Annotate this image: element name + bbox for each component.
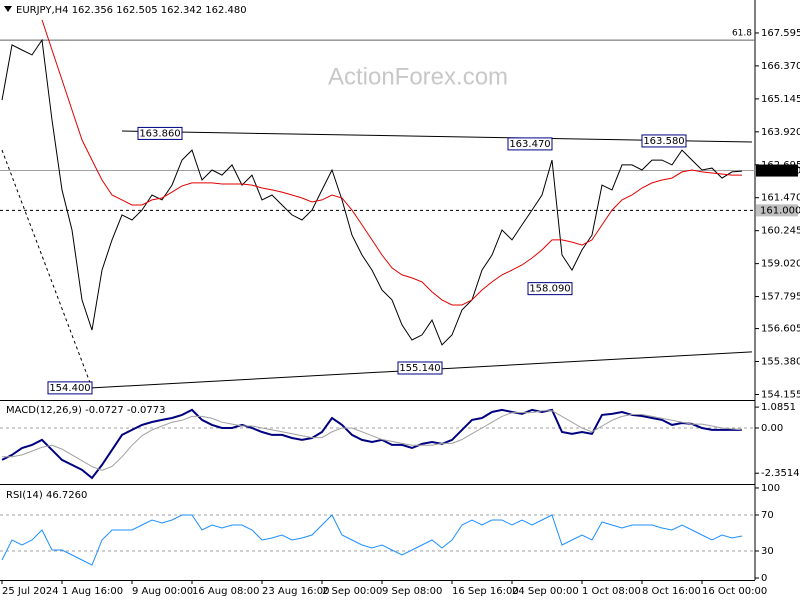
chart-title: EURJPY,H4 162.356 162.505 162.342 162.48… xyxy=(16,5,247,16)
y-tick-label: 157.795 xyxy=(761,292,800,303)
x-tick-label: 25 Jul 2024 xyxy=(2,586,59,597)
level-tag xyxy=(756,164,798,177)
y-tick-label: 70 xyxy=(761,510,774,521)
x-tick-label: 1 Aug 16:00 xyxy=(62,586,123,597)
series-line xyxy=(1,514,743,566)
series-line xyxy=(1,38,743,346)
y-tick-label: 100 xyxy=(761,483,780,494)
menu-icon[interactable] xyxy=(4,6,12,12)
x-tick-label: 16 Aug 08:00 xyxy=(192,586,259,597)
fib-label: 61.8 xyxy=(732,29,752,39)
x-tick-label: 23 Aug 16:00 xyxy=(262,586,329,597)
annotation-label: 154.400 xyxy=(49,383,90,394)
annotation-label: 163.580 xyxy=(643,136,684,147)
y-tick-label: 159.020 xyxy=(761,259,800,270)
watermark: ActionForex.com xyxy=(328,63,508,90)
x-tick-label: 16 Sep 16:00 xyxy=(452,586,519,597)
annotation-box xyxy=(397,361,443,375)
y-tick-label: 160.245 xyxy=(761,226,800,237)
y-tick-label: 1.0851 xyxy=(761,402,796,413)
y-tick-label: 0.00 xyxy=(761,423,783,434)
x-tick-label: 16 Oct 00:00 xyxy=(702,586,767,597)
annotation-label: 155.140 xyxy=(399,363,440,374)
annotation-box xyxy=(641,134,687,148)
annotation-label: 163.860 xyxy=(139,128,180,139)
annotation-label: 163.470 xyxy=(509,139,550,150)
trend-line xyxy=(1,149,93,389)
x-tick-label: 2 Sep 00:00 xyxy=(322,586,382,597)
level-label: 162.480 xyxy=(760,166,800,177)
y-tick-label: 154.155 xyxy=(761,389,800,400)
y-tick-label: -2.3514 xyxy=(761,468,800,479)
macd-title: MACD(12,26,9) -0.0727 -0.0773 xyxy=(6,405,166,416)
rsi-title: RSI(14) 46.7260 xyxy=(6,490,87,501)
series-line xyxy=(1,408,742,480)
x-tick-label: 8 Oct 16:00 xyxy=(642,586,701,597)
series-line xyxy=(2,410,743,471)
annotation-label: 158.090 xyxy=(529,284,570,295)
y-tick-label: 155.380 xyxy=(761,357,800,368)
series-line xyxy=(41,19,742,306)
level-tag xyxy=(756,204,798,217)
y-tick-label: 163.920 xyxy=(761,127,800,138)
x-tick-label: 9 Sep 08:00 xyxy=(382,586,442,597)
annotation-box xyxy=(527,282,573,296)
annotation-box xyxy=(47,381,93,395)
x-tick-label: 9 Aug 00:00 xyxy=(132,586,193,597)
y-tick-label: 0 xyxy=(761,573,767,584)
y-tick-label: 156.605 xyxy=(761,324,800,335)
y-tick-label: 166.370 xyxy=(761,61,800,72)
annotation-box xyxy=(507,137,553,151)
y-tick-label: 167.595 xyxy=(761,28,800,39)
annotation-box xyxy=(137,126,183,140)
level-label: 161.000 xyxy=(760,205,800,216)
frame xyxy=(0,0,756,581)
y-tick-label: 165.145 xyxy=(761,94,800,105)
y-tick-label: 161.470 xyxy=(761,193,800,204)
x-tick-label: 24 Sep 00:00 xyxy=(512,586,579,597)
x-tick-label: 1 Oct 08:00 xyxy=(582,586,641,597)
y-tick-label: 30 xyxy=(761,546,774,557)
